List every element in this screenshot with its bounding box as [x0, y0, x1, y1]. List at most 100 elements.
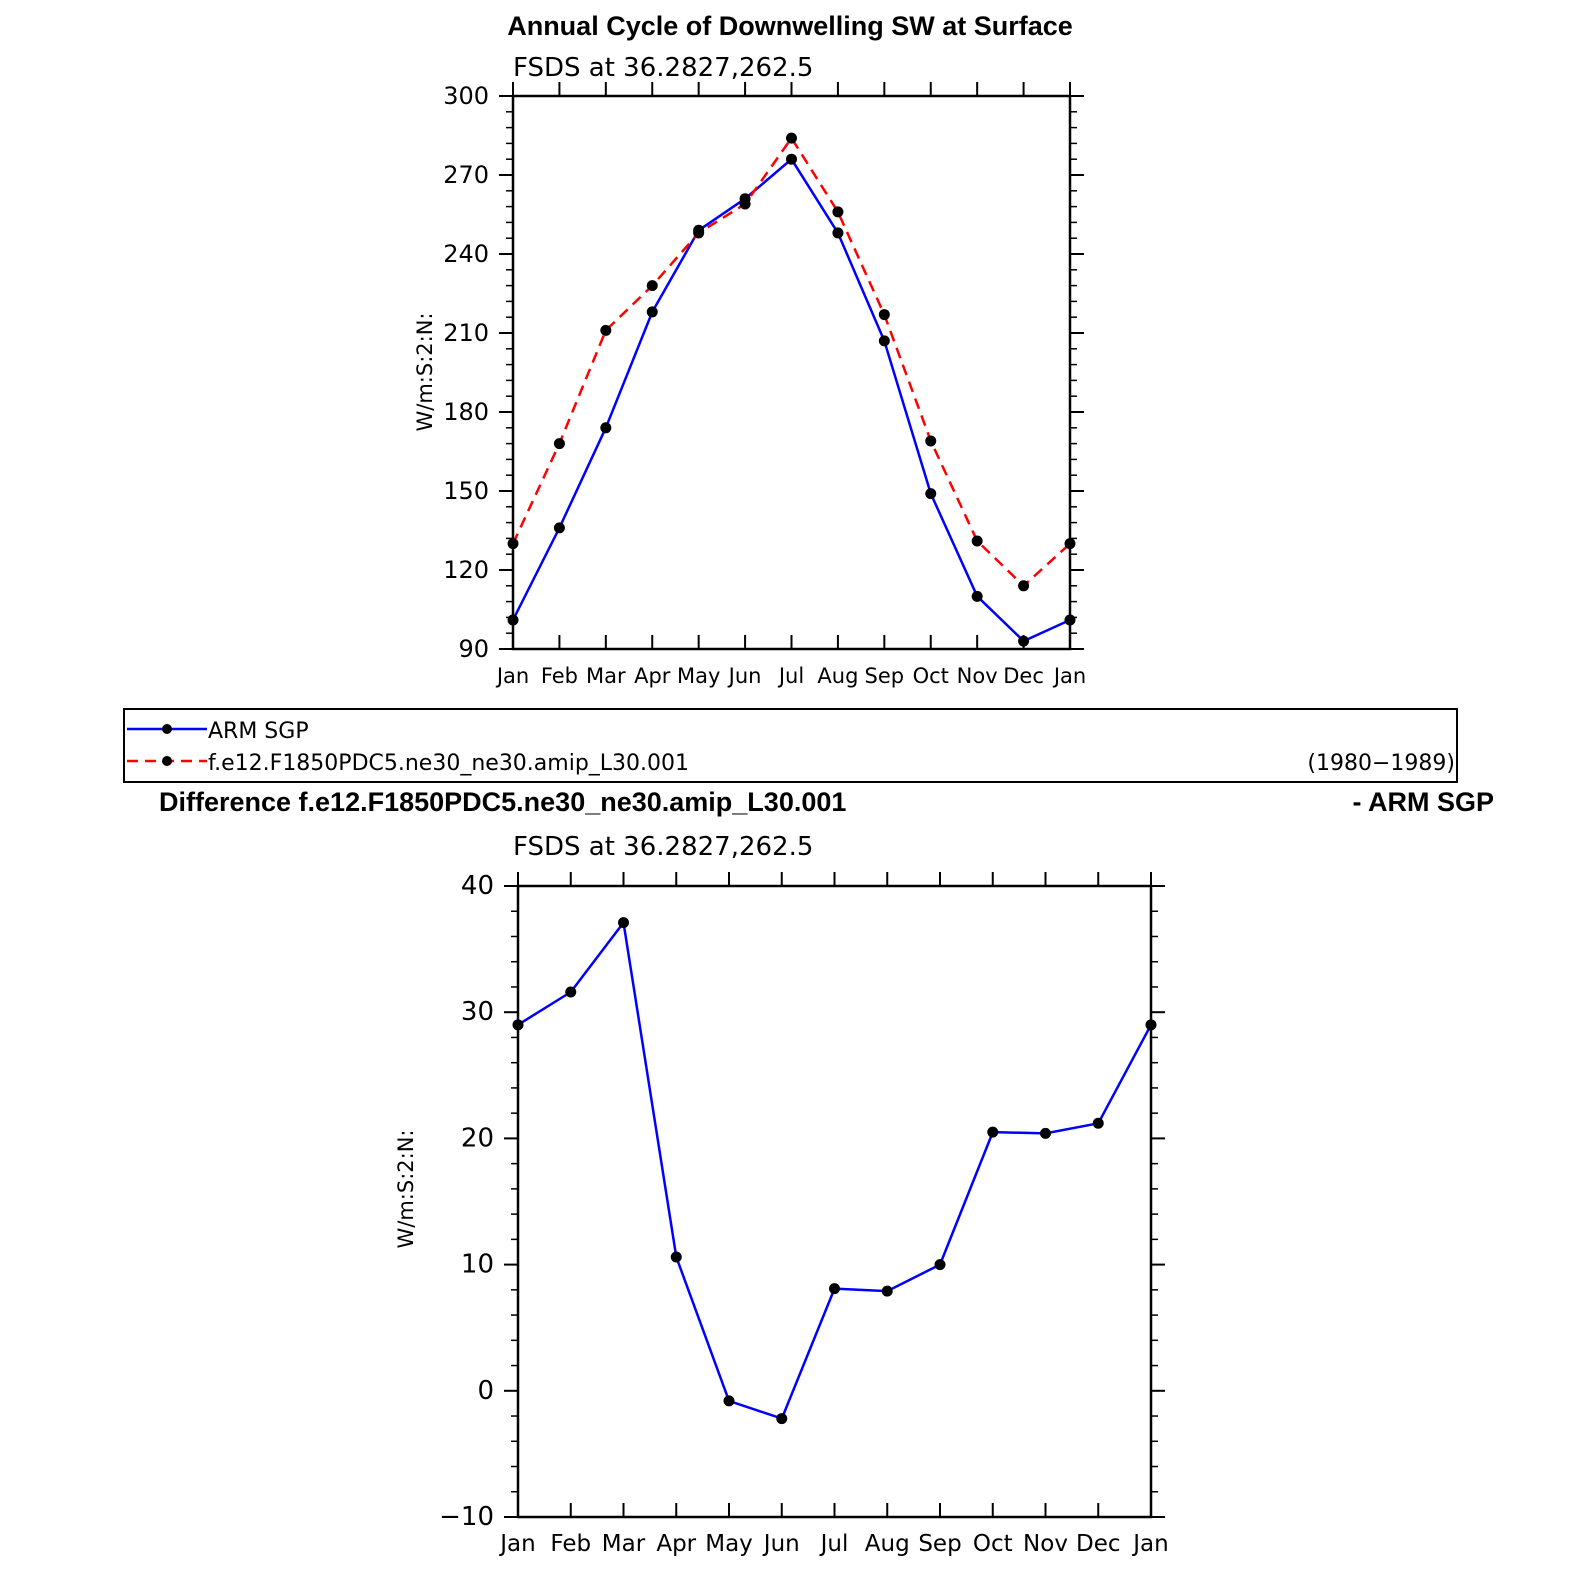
x-tick-label: May	[677, 664, 720, 688]
x-tick-label: Sep	[918, 1531, 961, 1557]
series-line-0	[517, 921, 1153, 1420]
x-tick-label: Aug	[865, 1531, 910, 1557]
data-point	[670, 1251, 682, 1263]
x-tick-label: May	[705, 1531, 753, 1557]
y-tick-label: 300	[443, 82, 489, 110]
x-tick-label: Mar	[602, 1531, 646, 1557]
data-point	[507, 538, 519, 550]
y-tick-label: −10	[439, 1502, 494, 1532]
data-point	[786, 132, 797, 144]
bottom-panel: Difference f.e12.F1850PDC5.ne30_ne30.ami…	[159, 787, 1494, 1557]
data-point	[971, 590, 983, 602]
y-tick-label: 150	[443, 477, 489, 505]
top-y-axis-label: W/m:S:2:N:	[413, 313, 437, 432]
bottom-chart-title-left: Difference f.e12.F1850PDC5.ne30_ne30.ami…	[159, 787, 846, 817]
data-point	[925, 488, 937, 500]
x-tick-label: Feb	[541, 664, 578, 688]
bottom-plot-area: Jan Feb Mar Apr May Jun Jul Aug Sep Oct Nov Dec Jan−…	[439, 871, 1169, 1557]
data-point	[646, 306, 658, 318]
data-point	[786, 153, 797, 165]
x-tick-label: Jun	[727, 664, 762, 688]
y-tick-label: 10	[461, 1250, 494, 1280]
data-point	[600, 324, 612, 336]
x-tick-label: Dec	[1076, 1531, 1121, 1557]
legend-marker-arm-sgp	[162, 724, 172, 734]
y-tick-label: 120	[443, 556, 489, 584]
y-tick-label: 270	[443, 161, 489, 189]
x-tick-label: Feb	[550, 1531, 591, 1557]
data-point	[971, 535, 983, 547]
x-tick-label: Oct	[913, 664, 949, 688]
series-line-1	[511, 136, 1071, 588]
series-line-0	[511, 157, 1071, 643]
x-tick-label: Jul	[819, 1531, 849, 1557]
data-point	[1018, 635, 1030, 647]
top-panel: Annual Cycle of Downwelling SW at Surfac…	[413, 11, 1086, 688]
data-point	[1040, 1127, 1051, 1139]
legend-box	[123, 708, 1458, 783]
y-tick-label: 20	[461, 1123, 494, 1153]
data-point	[1018, 580, 1030, 592]
plot-frame	[511, 94, 1072, 651]
legend-label-arm-sgp: ARM SGP	[208, 719, 309, 744]
data-point	[693, 227, 705, 239]
data-point	[565, 986, 577, 998]
data-point	[646, 280, 658, 292]
x-tick-label: Jan	[1052, 664, 1086, 688]
data-point	[925, 435, 937, 447]
plot-frame	[516, 884, 1153, 1519]
x-tick-label: Jan	[495, 664, 529, 688]
data-point	[1145, 1019, 1157, 1031]
top-plot-area: Jan Feb Mar Apr May Jun Jul Aug Sep Oct Nov Dec Jan9…	[443, 82, 1086, 688]
x-tick-label: Jul	[777, 664, 804, 688]
bottom-chart-subtitle: FSDS at 36.2827,262.5	[513, 832, 813, 862]
data-point	[1064, 614, 1076, 626]
data-point	[512, 1019, 524, 1031]
data-point	[723, 1395, 735, 1407]
legend-label-model: f.e12.F1850PDC5.ne30_ne30.amip_L30.001	[208, 751, 689, 776]
data-point	[881, 1285, 893, 1297]
legend: ARM SGP f.e12.F1850PDC5.ne30_ne30.amip_L…	[123, 708, 1458, 783]
x-tick-label: Jun	[762, 1531, 800, 1557]
y-tick-label: 180	[443, 398, 489, 426]
x-tick-label: Apr	[634, 664, 671, 688]
data-point	[987, 1126, 999, 1138]
x-tick-label: Jan	[498, 1531, 535, 1557]
y-tick-label: 30	[461, 997, 494, 1027]
data-point	[878, 335, 890, 347]
y-tick-label: 240	[443, 240, 489, 268]
data-point	[934, 1259, 946, 1271]
top-chart-title: Annual Cycle of Downwelling SW at Surfac…	[507, 11, 1073, 41]
data-point	[600, 422, 612, 434]
legend-year-range: (1980−1989)	[1307, 751, 1455, 776]
data-point	[507, 614, 519, 626]
y-tick-label: 40	[461, 871, 494, 901]
legend-marker-model	[162, 756, 172, 766]
data-point	[553, 438, 565, 450]
x-tick-label: Oct	[973, 1531, 1013, 1557]
x-tick-label: Sep	[865, 664, 905, 688]
x-tick-label: Aug	[817, 664, 858, 688]
x-tick-label: Nov	[1023, 1531, 1068, 1557]
data-point	[832, 227, 844, 239]
x-tick-label: Nov	[957, 664, 998, 688]
data-point	[1064, 538, 1076, 550]
x-tick-label: Jan	[1131, 1531, 1168, 1557]
data-point	[829, 1283, 840, 1295]
x-tick-label: Apr	[656, 1531, 696, 1557]
data-point	[1092, 1117, 1104, 1129]
bottom-y-axis-label: W/m:S:2:N:	[394, 1130, 418, 1249]
x-tick-label: Mar	[586, 664, 626, 688]
data-point	[878, 309, 890, 321]
top-chart-subtitle: FSDS at 36.2827,262.5	[513, 53, 813, 83]
x-tick-label: Dec	[1003, 664, 1044, 688]
bottom-chart-title-right: - ARM SGP	[1353, 787, 1495, 817]
y-tick-label: 210	[443, 319, 489, 347]
data-point	[553, 522, 565, 534]
data-point	[739, 198, 751, 210]
data-point	[618, 917, 629, 929]
data-point	[776, 1413, 788, 1425]
data-point	[832, 206, 844, 218]
y-tick-label: 90	[458, 635, 489, 663]
